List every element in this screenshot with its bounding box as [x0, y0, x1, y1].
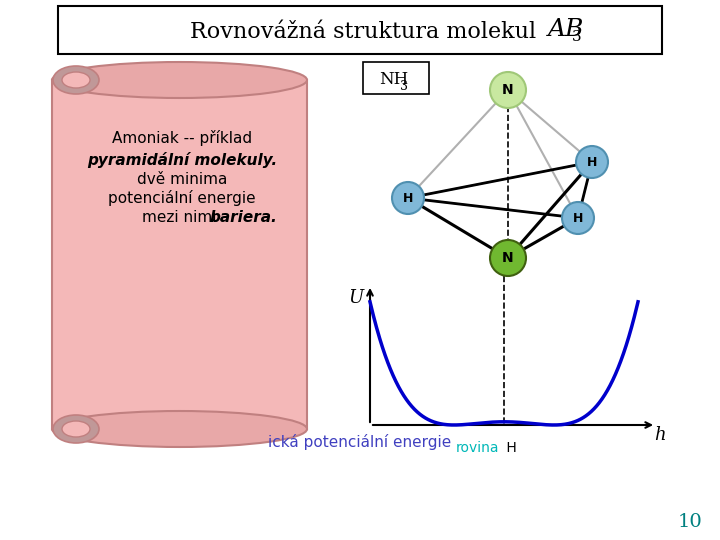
Ellipse shape [52, 62, 307, 98]
Text: pyramidální molekuly.: pyramidální molekuly. [87, 152, 277, 168]
Text: H: H [402, 192, 413, 205]
Text: H: H [502, 441, 516, 455]
Text: 3: 3 [572, 30, 582, 44]
Text: Rovnovážná struktura molekul: Rovnovážná struktura molekul [190, 21, 536, 43]
Ellipse shape [53, 66, 99, 94]
Text: h: h [654, 426, 666, 444]
Ellipse shape [53, 415, 99, 443]
Circle shape [392, 182, 424, 214]
Ellipse shape [52, 411, 307, 447]
Text: N: N [502, 251, 514, 265]
Text: 3: 3 [400, 79, 408, 92]
Circle shape [490, 72, 526, 108]
Text: dvě minima: dvě minima [137, 172, 228, 187]
Ellipse shape [62, 421, 90, 437]
Text: mezi nimi: mezi nimi [143, 211, 222, 226]
Text: H: H [573, 212, 583, 225]
Text: rovina: rovina [456, 441, 499, 455]
Circle shape [490, 240, 526, 276]
Text: potenciální energie: potenciální energie [108, 190, 256, 206]
Text: N: N [502, 83, 514, 97]
Text: NH: NH [379, 71, 408, 89]
Circle shape [576, 146, 608, 178]
Text: U: U [348, 289, 364, 307]
Text: H: H [587, 156, 597, 168]
FancyBboxPatch shape [363, 62, 429, 94]
Text: bariera.: bariera. [210, 211, 278, 226]
Text: AB: AB [548, 17, 585, 40]
Text: Amoniak -- příklad: Amoniak -- příklad [112, 130, 252, 146]
Text: ická potenciální energie: ická potenciální energie [268, 434, 451, 450]
FancyBboxPatch shape [58, 6, 662, 54]
Text: 10: 10 [678, 513, 702, 531]
Ellipse shape [62, 72, 90, 88]
Circle shape [562, 202, 594, 234]
FancyBboxPatch shape [52, 80, 307, 429]
